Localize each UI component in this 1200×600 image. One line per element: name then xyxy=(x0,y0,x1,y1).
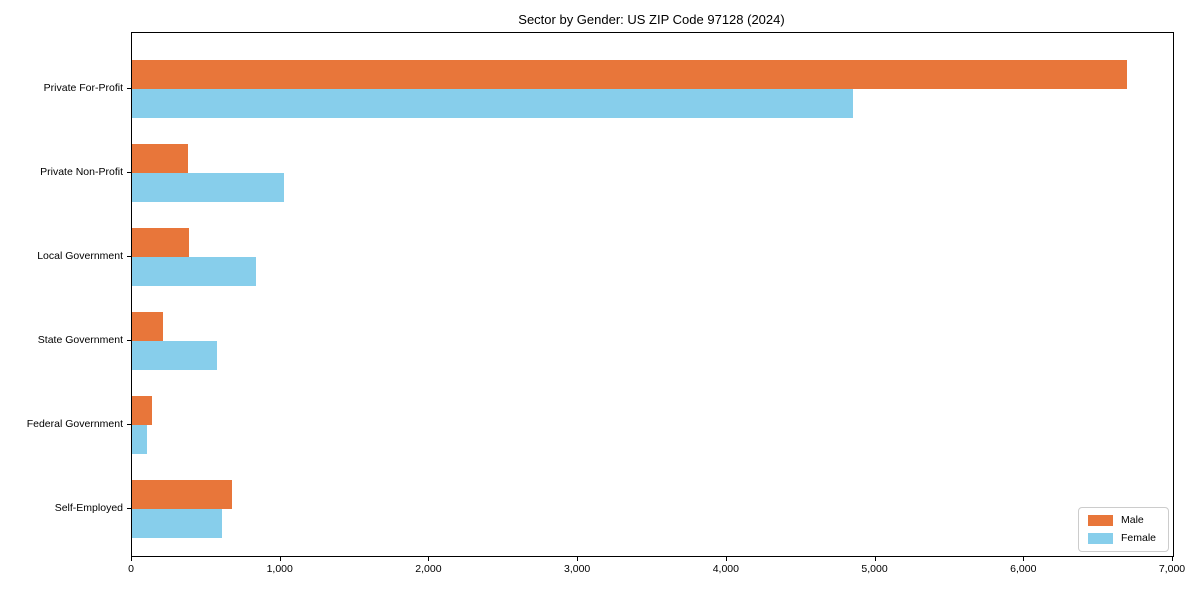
legend: Male Female xyxy=(1077,507,1169,552)
y-axis-tick-private-non-profit xyxy=(127,172,132,173)
y-axis-tick-self-employed xyxy=(127,508,132,509)
legend-swatch-male xyxy=(1087,515,1113,526)
x-axis-label-2000: 2,000 xyxy=(415,563,442,575)
bar-male-state-government xyxy=(132,312,164,341)
bar-female-private-non-profit xyxy=(132,173,284,202)
x-axis-tick-0 xyxy=(131,556,132,561)
bar-male-federal-government xyxy=(132,396,153,425)
bar-female-state-government xyxy=(132,341,217,370)
bar-male-private-non-profit xyxy=(132,144,188,173)
chart-title: Sector by Gender: US ZIP Code 97128 (202… xyxy=(518,12,785,27)
x-axis-tick-1000 xyxy=(279,556,281,561)
x-axis-tick-7000 xyxy=(1172,556,1173,561)
x-axis-label-0: 0 xyxy=(128,563,134,575)
y-axis-label-private-for-profit: Private For-Profit xyxy=(43,82,123,94)
x-axis-label-4000: 4,000 xyxy=(712,563,739,575)
x-axis-label-1000: 1,000 xyxy=(266,563,293,575)
y-axis-label-federal-government: Federal Government xyxy=(26,418,123,430)
bar-male-self-employed xyxy=(132,480,233,509)
legend-label-female: Female xyxy=(1120,532,1156,545)
x-axis-label-5000: 5,000 xyxy=(861,563,888,575)
bar-female-federal-government xyxy=(132,425,147,454)
x-axis-label-3000: 3,000 xyxy=(564,563,591,575)
legend-item-female: Female xyxy=(1087,532,1156,545)
x-axis-tick-3000 xyxy=(577,556,579,561)
y-axis-label-state-government: State Government xyxy=(37,334,123,346)
y-axis-tick-federal-government xyxy=(127,424,132,425)
legend-swatch-female xyxy=(1087,533,1113,544)
bar-male-private-for-profit xyxy=(132,60,1127,89)
y-axis-label-private-non-profit: Private Non-Profit xyxy=(40,166,123,178)
legend-label-male: Male xyxy=(1120,514,1144,527)
plot-area: Male Female xyxy=(131,32,1174,557)
bar-female-private-for-profit xyxy=(132,89,854,118)
y-axis-tick-state-government xyxy=(127,340,132,341)
x-axis-label-7000: 7,000 xyxy=(1158,563,1186,575)
legend-item-male: Male xyxy=(1087,514,1156,527)
bar-female-local-government xyxy=(132,257,257,286)
y-axis-tick-private-for-profit xyxy=(127,88,132,89)
x-axis-tick-2000 xyxy=(428,556,430,561)
x-axis-label-6000: 6,000 xyxy=(1010,563,1037,575)
x-axis-tick-4000 xyxy=(725,556,727,561)
x-axis-tick-6000 xyxy=(1023,556,1025,561)
y-axis-label-self-employed: Self-Employed xyxy=(54,502,123,514)
y-axis-tick-local-government xyxy=(127,256,132,257)
x-axis-tick-5000 xyxy=(874,556,876,561)
bar-female-self-employed xyxy=(132,509,222,538)
bar-male-local-government xyxy=(132,228,189,257)
y-axis-label-local-government: Local Government xyxy=(37,250,123,262)
